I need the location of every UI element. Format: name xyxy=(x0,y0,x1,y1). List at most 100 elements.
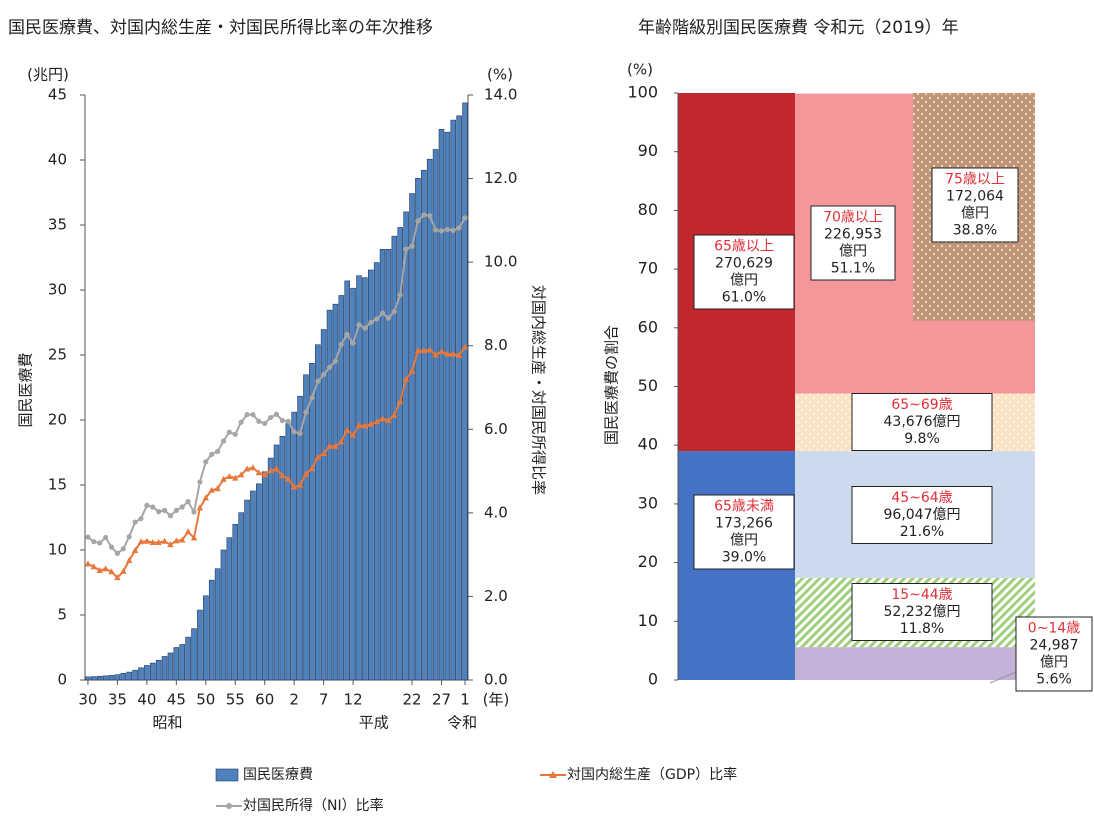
marker xyxy=(332,358,339,364)
bar xyxy=(85,676,91,681)
bar xyxy=(120,673,127,681)
y-tick-label: 10 xyxy=(48,541,67,559)
bar xyxy=(149,662,156,681)
marker xyxy=(397,397,404,404)
marker xyxy=(426,346,433,353)
marker xyxy=(102,565,109,572)
bar xyxy=(385,249,392,681)
marker xyxy=(362,325,368,331)
marker xyxy=(455,351,463,358)
bar xyxy=(373,262,380,681)
marker xyxy=(238,419,244,425)
marker xyxy=(368,319,374,325)
segment-value-label: 38.8% xyxy=(953,223,997,239)
x-unit: (年) xyxy=(483,691,510,709)
marker xyxy=(450,227,456,233)
y-tick-label: 50 xyxy=(638,376,658,395)
segment-value-label: 51.1% xyxy=(831,261,875,277)
marker xyxy=(143,537,151,544)
y-tick-label: 40 xyxy=(638,435,658,454)
marker xyxy=(232,431,238,437)
marker xyxy=(226,473,233,480)
marker xyxy=(397,292,403,298)
marker xyxy=(326,364,333,371)
marker xyxy=(450,350,457,357)
segment-name: 65歳未満 xyxy=(714,499,774,515)
y-tick-label: 70 xyxy=(638,259,658,278)
marker xyxy=(273,465,280,472)
bar xyxy=(362,277,368,681)
marker xyxy=(209,451,215,457)
segment-value-label: 5.6% xyxy=(1036,672,1072,688)
amount-unit: 億円 xyxy=(1040,655,1068,671)
y-axis-label: 国民医療費 xyxy=(17,352,35,427)
marker xyxy=(432,227,439,233)
bar xyxy=(203,595,209,681)
amount: 96,047 xyxy=(884,507,933,523)
y-tick-label: 0 xyxy=(648,670,658,689)
bar xyxy=(456,115,462,681)
bar xyxy=(450,119,457,681)
bar xyxy=(244,499,250,681)
marker xyxy=(232,474,239,481)
label-box xyxy=(851,486,993,544)
bar xyxy=(356,275,362,681)
marker xyxy=(138,516,144,522)
marker xyxy=(338,438,345,445)
amount: 43,676 xyxy=(884,414,933,430)
segment-name: 45~64歳 xyxy=(891,490,952,506)
segment-name: 70歳以上 xyxy=(823,210,883,226)
marker xyxy=(462,215,468,221)
bar xyxy=(96,675,103,681)
bar xyxy=(108,675,115,681)
marker xyxy=(167,541,174,548)
bar xyxy=(161,656,168,681)
y2-tick-label: 2.0 xyxy=(484,587,508,605)
label-box xyxy=(851,583,993,641)
x-tick-label: 12 xyxy=(344,691,363,709)
marker xyxy=(379,415,386,422)
y-tick-label: 15 xyxy=(48,476,67,494)
y-tick-label: 5 xyxy=(57,606,67,624)
marker xyxy=(132,519,138,525)
bar xyxy=(421,169,427,681)
segment-amount: 24,987 xyxy=(1030,638,1079,654)
marker xyxy=(402,375,410,382)
marker xyxy=(214,485,221,492)
marker xyxy=(326,442,333,449)
y2-axis-label: 対国内総生産・対国民所得比率 xyxy=(530,285,548,495)
label-box xyxy=(810,205,896,281)
marker xyxy=(432,351,439,358)
marker xyxy=(96,567,103,574)
era-label: 昭和 xyxy=(152,714,182,732)
marker xyxy=(202,494,209,501)
marker xyxy=(379,310,386,316)
bar xyxy=(409,193,415,681)
amount-unit: 億円 xyxy=(961,206,989,222)
chart-title: 年齢階級別国民医療費 令和元（2019）年 xyxy=(638,18,959,38)
segment xyxy=(795,647,1035,680)
y-tick-label: 60 xyxy=(638,317,658,336)
bar xyxy=(432,149,439,681)
x-tick-label: 35 xyxy=(108,691,127,709)
marker xyxy=(427,213,433,219)
marker xyxy=(126,534,132,540)
y-tick-label: 45 xyxy=(48,86,67,104)
bar xyxy=(444,131,451,681)
marker xyxy=(391,308,397,315)
marker xyxy=(344,331,350,338)
marker xyxy=(167,513,174,519)
bar xyxy=(391,235,398,681)
marker xyxy=(267,467,274,474)
marker xyxy=(114,574,121,581)
marker xyxy=(237,471,245,478)
x-tick-label: 55 xyxy=(226,691,245,709)
bar xyxy=(220,549,227,681)
bar xyxy=(314,344,321,681)
marker xyxy=(279,472,286,479)
marker xyxy=(385,417,392,424)
marker xyxy=(349,431,357,438)
bar xyxy=(261,471,268,681)
marker xyxy=(249,464,257,471)
